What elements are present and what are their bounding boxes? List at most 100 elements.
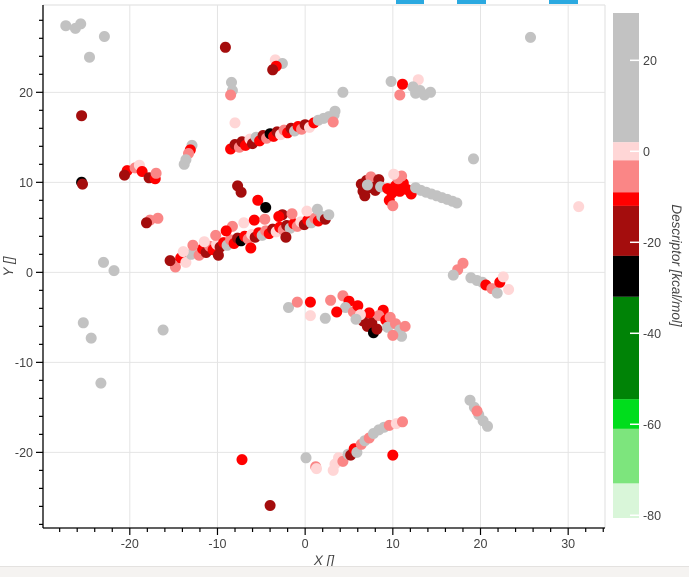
data-point[interactable] bbox=[329, 105, 341, 117]
data-point[interactable] bbox=[236, 454, 248, 466]
data-point[interactable] bbox=[108, 265, 120, 277]
data-point[interactable] bbox=[337, 86, 349, 98]
data-point[interactable] bbox=[304, 296, 316, 308]
data-point[interactable] bbox=[363, 307, 375, 319]
data-point[interactable] bbox=[573, 201, 585, 213]
data-point[interactable] bbox=[245, 242, 257, 254]
data-point[interactable] bbox=[319, 312, 331, 324]
data-point[interactable] bbox=[414, 85, 426, 96]
data-point[interactable] bbox=[525, 31, 536, 43]
data-point[interactable] bbox=[84, 51, 95, 63]
y-axis: 20 10 0 -10 -20 Y [] bbox=[1, 5, 44, 528]
data-point[interactable] bbox=[273, 211, 285, 222]
data-point[interactable] bbox=[352, 300, 364, 312]
data-point[interactable] bbox=[327, 464, 339, 476]
x-tick-label: 0 bbox=[302, 537, 309, 551]
data-point[interactable] bbox=[311, 463, 322, 475]
data-point[interactable] bbox=[150, 167, 162, 179]
data-point[interactable] bbox=[219, 41, 231, 53]
data-point[interactable] bbox=[267, 64, 279, 76]
data-point[interactable] bbox=[399, 320, 411, 332]
data-point[interactable] bbox=[425, 86, 436, 98]
data-point[interactable] bbox=[471, 405, 483, 417]
data-point[interactable] bbox=[331, 306, 343, 318]
tab-indicator-3[interactable] bbox=[549, 0, 578, 4]
data-point[interactable] bbox=[119, 169, 130, 181]
data-point[interactable] bbox=[387, 329, 399, 341]
data-point[interactable] bbox=[361, 179, 373, 191]
data-point[interactable] bbox=[385, 76, 397, 87]
data-point[interactable] bbox=[77, 178, 88, 190]
data-point[interactable] bbox=[187, 239, 199, 251]
data-point[interactable] bbox=[95, 377, 107, 389]
data-point[interactable] bbox=[212, 249, 224, 261]
data-point[interactable] bbox=[238, 217, 250, 229]
tab-indicator-2[interactable] bbox=[457, 0, 486, 4]
data-point[interactable] bbox=[235, 186, 247, 198]
data-point[interactable] bbox=[229, 117, 241, 129]
colorbar-segment bbox=[613, 205, 639, 256]
data-point[interactable] bbox=[198, 236, 210, 248]
data-point[interactable] bbox=[76, 110, 88, 122]
bottom-panel bbox=[0, 566, 689, 577]
data-point[interactable] bbox=[141, 217, 152, 229]
data-point[interactable] bbox=[396, 330, 408, 342]
data-point[interactable] bbox=[226, 76, 237, 88]
data-point[interactable] bbox=[351, 446, 363, 458]
data-point[interactable] bbox=[220, 225, 232, 237]
data-point[interactable] bbox=[157, 324, 169, 336]
data-point[interactable] bbox=[311, 203, 323, 215]
data-point[interactable] bbox=[225, 89, 237, 101]
colorbar-tick-label: 20 bbox=[643, 54, 657, 68]
data-point[interactable] bbox=[283, 302, 294, 313]
data-point[interactable] bbox=[180, 256, 192, 268]
data-point[interactable] bbox=[350, 313, 362, 325]
data-point[interactable] bbox=[77, 317, 89, 329]
data-point[interactable] bbox=[60, 20, 72, 32]
data-point[interactable] bbox=[387, 449, 399, 461]
data-point[interactable] bbox=[397, 78, 408, 90]
data-point[interactable] bbox=[497, 271, 509, 283]
data-point[interactable] bbox=[164, 255, 176, 267]
data-point[interactable] bbox=[75, 18, 87, 30]
data-point[interactable] bbox=[359, 190, 371, 202]
data-point[interactable] bbox=[286, 208, 298, 220]
data-point[interactable] bbox=[468, 153, 479, 165]
data-point[interactable] bbox=[210, 229, 222, 241]
data-point[interactable] bbox=[491, 287, 503, 299]
data-point[interactable] bbox=[482, 420, 493, 432]
data-point[interactable] bbox=[252, 194, 264, 206]
data-point[interactable] bbox=[325, 294, 337, 306]
plot-area[interactable] bbox=[43, 5, 605, 528]
data-point[interactable] bbox=[300, 452, 312, 464]
data-point[interactable] bbox=[98, 31, 110, 42]
data-point[interactable] bbox=[98, 256, 109, 268]
data-point[interactable] bbox=[177, 246, 189, 258]
data-point[interactable] bbox=[387, 200, 399, 212]
data-point[interactable] bbox=[371, 323, 383, 335]
data-point[interactable] bbox=[394, 89, 406, 101]
data-point[interactable] bbox=[248, 214, 260, 226]
data-point[interactable] bbox=[503, 284, 515, 295]
data-point[interactable] bbox=[85, 332, 97, 344]
y-tick-label: 10 bbox=[19, 176, 33, 190]
data-point[interactable] bbox=[388, 168, 400, 180]
data-point[interactable] bbox=[327, 116, 339, 128]
data-point[interactable] bbox=[152, 212, 164, 224]
data-point[interactable] bbox=[280, 231, 292, 243]
tab-indicator-1[interactable] bbox=[396, 0, 424, 4]
data-point[interactable] bbox=[136, 166, 148, 177]
data-point[interactable] bbox=[291, 296, 303, 308]
colorbar-segment bbox=[613, 483, 639, 518]
data-point[interactable] bbox=[304, 310, 316, 322]
data-point[interactable] bbox=[264, 500, 276, 511]
data-point[interactable] bbox=[301, 205, 313, 217]
data-point[interactable] bbox=[323, 209, 335, 221]
data-point[interactable] bbox=[397, 416, 408, 428]
data-point[interactable] bbox=[451, 197, 463, 209]
data-point[interactable] bbox=[259, 213, 271, 225]
data-point[interactable] bbox=[447, 269, 459, 281]
data-point[interactable] bbox=[178, 158, 190, 170]
data-point[interactable] bbox=[260, 202, 272, 213]
